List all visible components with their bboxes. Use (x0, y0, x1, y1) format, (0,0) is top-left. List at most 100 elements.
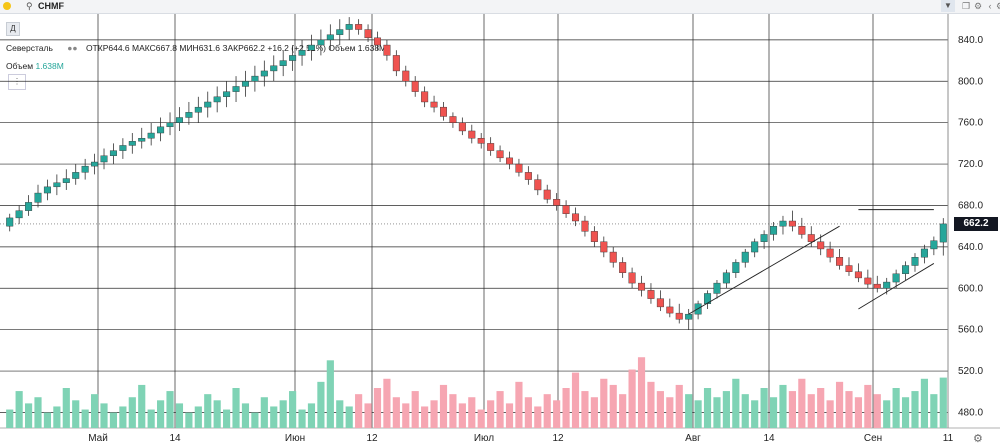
search-icon[interactable]: ⚲ (26, 1, 33, 11)
candle-body (138, 137, 146, 142)
candle-body (364, 29, 372, 39)
volume-bar (421, 406, 429, 428)
price-tick-label: 560.0 (958, 325, 983, 336)
price-tick-label: 720.0 (958, 159, 983, 170)
candle-body (194, 106, 202, 113)
candle-body (543, 189, 551, 200)
candle-body (638, 282, 646, 291)
volume-bar (666, 397, 674, 428)
candle-body (553, 199, 561, 206)
volume-bar (703, 388, 712, 428)
volume-bar (91, 394, 99, 428)
candle-body (741, 251, 749, 263)
candle-body (506, 157, 514, 165)
eye-icon[interactable]: ●● (67, 43, 78, 53)
period-button[interactable]: Д (6, 22, 20, 36)
volume-bar (515, 381, 523, 428)
volume-bar (270, 406, 278, 428)
time-tick-label: 11 (943, 433, 954, 444)
volume-bar (600, 378, 608, 428)
candle-body (939, 223, 947, 243)
volume-bar (741, 394, 749, 428)
candle-body (53, 182, 61, 188)
volume-bar (223, 409, 231, 428)
volume-bar (402, 403, 410, 428)
price-tick-label: 760.0 (958, 118, 983, 129)
volume-bar (289, 391, 297, 428)
candle-body (600, 241, 608, 253)
volume-bar (298, 409, 306, 428)
volume-label: Объем (6, 61, 34, 71)
volume-bar (364, 403, 372, 428)
volume-value: 1.638M (35, 61, 64, 71)
time-tick-label: Май (88, 433, 108, 444)
candle-body (666, 306, 674, 314)
volume-bar (204, 394, 212, 428)
volume-bar (769, 397, 778, 428)
volume-bar (477, 409, 485, 428)
chevron-down-icon[interactable]: ▼ (941, 0, 955, 12)
candle-body (430, 101, 438, 108)
candle-body (854, 271, 862, 279)
trend-line (688, 225, 840, 315)
time-tick-label: Июн (285, 433, 305, 444)
candle-body (515, 163, 523, 173)
volume-bar (930, 394, 938, 428)
volume-bar (157, 400, 165, 428)
volume-bar (15, 391, 23, 428)
volume-bar (571, 372, 580, 428)
candle-body (760, 234, 768, 242)
volume-bar (760, 388, 768, 428)
volume-bar (835, 381, 844, 428)
price-tick-label: 600.0 (958, 283, 983, 294)
tool-icon[interactable]: ⚙ (995, 1, 1000, 11)
volume-bar (873, 394, 881, 428)
candle-body (241, 81, 249, 87)
candle-body (175, 117, 183, 123)
volume-bar (175, 403, 184, 428)
candle-body (336, 29, 344, 35)
volume-bar (581, 391, 589, 428)
volume-bar (675, 384, 683, 428)
candle-body (496, 150, 504, 159)
price-tick-label: 520.0 (958, 366, 983, 377)
volume-bar (543, 394, 551, 428)
candle-body (128, 141, 136, 146)
volume-bar (817, 388, 825, 428)
candle-body (534, 179, 542, 191)
volume-bar (449, 394, 457, 428)
duplicate-icon[interactable]: ❐ (961, 1, 971, 11)
volume-bar (109, 412, 118, 428)
ticker-input[interactable]: CHMF (38, 1, 64, 11)
last-price-tag: 662.2 (954, 216, 998, 231)
volume-bar (232, 388, 240, 428)
volume-bar (892, 388, 900, 428)
volume-bar (732, 378, 740, 428)
candle-body (147, 132, 155, 139)
candle-body (421, 91, 429, 103)
volume-bar (468, 397, 476, 428)
volume-bar (619, 394, 627, 428)
volume-bar (185, 412, 193, 428)
volume-bar (505, 403, 514, 428)
volume-bar (317, 381, 325, 428)
volume-bar (628, 369, 636, 428)
chart-settings-icon[interactable]: ⚙ (973, 433, 983, 445)
candle-body (647, 290, 655, 299)
gear-icon[interactable]: ⚙ (973, 1, 983, 11)
volume-bar (147, 409, 155, 428)
candle-body (204, 101, 212, 108)
price-tick-label: 680.0 (958, 200, 983, 211)
volume-bar (345, 406, 353, 428)
candle-body (685, 313, 693, 320)
candle-body (892, 273, 900, 283)
volume-bar (685, 394, 693, 428)
candle-body (487, 143, 495, 151)
candle-body (345, 24, 353, 30)
candle-body (402, 70, 410, 82)
volume-bar (439, 384, 448, 428)
candle-body (920, 248, 928, 258)
chevron-icon[interactable]: ‹ (988, 1, 992, 11)
volume-bar (194, 406, 202, 428)
